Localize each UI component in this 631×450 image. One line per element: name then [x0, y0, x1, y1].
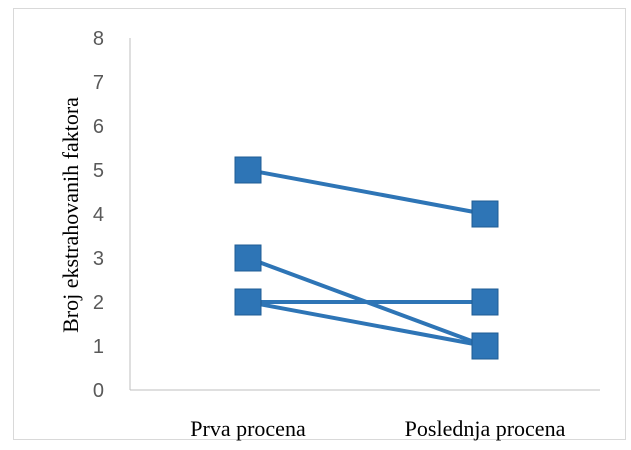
y-axis-label: Broj ekstrahovanih faktora [58, 97, 83, 333]
data-point-marker [234, 288, 262, 316]
data-point-marker [234, 244, 262, 272]
y-tick-label: 6 [93, 116, 104, 138]
y-tick-label: 7 [93, 72, 104, 94]
y-tick-label: 5 [93, 160, 104, 182]
x-category-label: Prva procena [190, 416, 306, 441]
y-tick-label: 8 [93, 28, 104, 50]
data-point-marker [471, 332, 499, 360]
y-tick-label: 2 [93, 292, 104, 314]
series-line-4 [246, 300, 487, 348]
chart-frame [13, 8, 626, 440]
y-tick-label: 1 [93, 336, 104, 358]
y-tick-label: 0 [93, 380, 104, 402]
data-point-marker [234, 156, 262, 184]
y-tick-label: 3 [93, 248, 104, 270]
x-category-label: Poslednja procena [405, 416, 566, 441]
data-point-marker [471, 288, 499, 316]
series-line-1 [246, 168, 487, 216]
data-point-marker [471, 200, 499, 228]
y-tick-label: 4 [93, 204, 104, 226]
